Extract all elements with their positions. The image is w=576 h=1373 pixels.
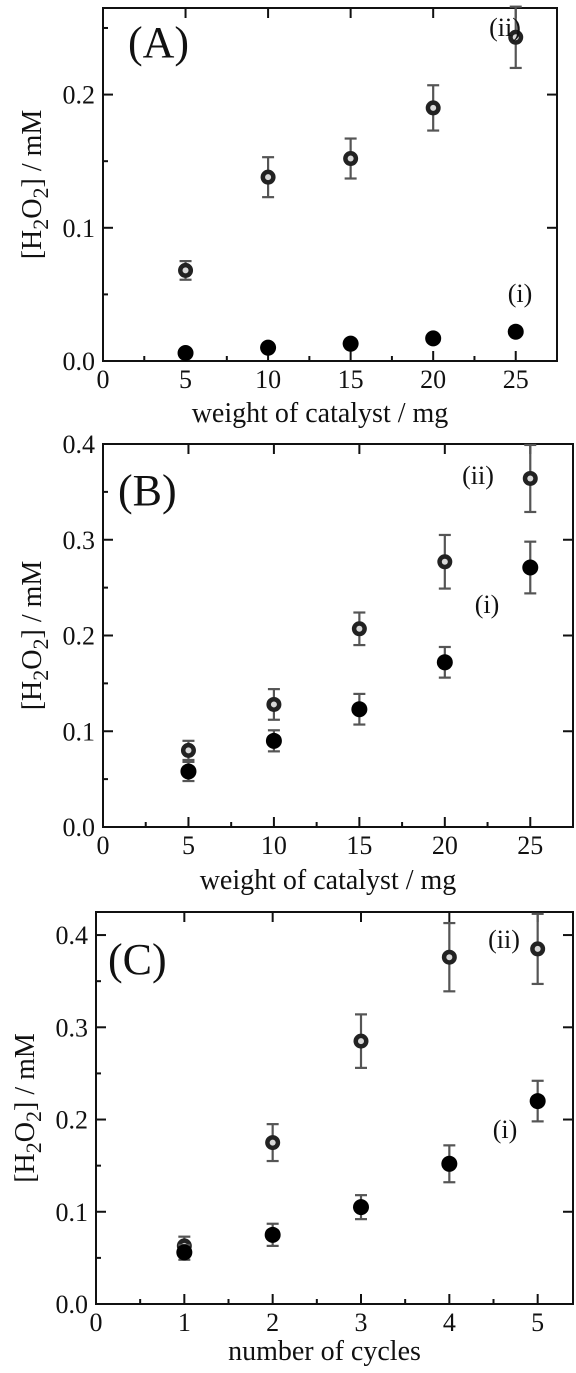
x-tick-label: 5 — [182, 831, 195, 860]
data-point-ii-center — [347, 155, 354, 162]
data-point-i — [441, 1155, 458, 1172]
panel-0: 0 5 10 15 20 25 0.0 0.1 0.2 weight of catalyst / … — [17, 5, 558, 429]
series-annotation: (ii) — [489, 13, 521, 42]
x-tick-label: 10 — [255, 365, 281, 394]
y-label-part: ] / mM — [17, 561, 48, 639]
y-label-part: O — [10, 1122, 41, 1142]
x-tick-label: 20 — [420, 365, 446, 394]
x-axis-label: weight of catalyst / mg — [200, 865, 457, 896]
data-point-ii-center — [182, 267, 189, 274]
x-tick-label: 2 — [266, 1308, 279, 1337]
data-point-ii-center — [185, 747, 192, 754]
x-tick-label: 25 — [517, 831, 543, 860]
y-tick-label: 0.0 — [56, 1290, 89, 1319]
x-tick-label: 0 — [97, 831, 110, 860]
y-axis-label: [H2O2] / mM — [10, 1033, 46, 1183]
data-point-i — [265, 732, 282, 749]
y-label-subscript: 2 — [28, 670, 53, 681]
series-annotation: (ii) — [488, 925, 520, 954]
x-tick-label: 5 — [179, 365, 192, 394]
plot-frame — [102, 7, 558, 362]
x-tick-label: 10 — [261, 831, 287, 860]
panel-label: (B) — [118, 466, 177, 515]
y-label-part: O — [17, 199, 48, 219]
data-point-i — [436, 654, 453, 671]
y-axis-label: [H2O2] / mM — [17, 110, 53, 260]
data-point-i — [260, 339, 277, 356]
data-point-ii-center — [270, 701, 277, 708]
y-label-subscript: 2 — [21, 1111, 46, 1122]
data-point-ii-center — [265, 174, 272, 181]
data-point-ii-center — [430, 104, 437, 111]
y-label-part: ] / mM — [10, 1033, 41, 1111]
panel-label: (C) — [108, 935, 167, 984]
data-point-i — [176, 1244, 193, 1261]
y-tick-label: 0.2 — [56, 1106, 89, 1135]
y-label-part: [H — [17, 681, 48, 711]
y-tick-label: 0.3 — [56, 1013, 89, 1042]
y-tick-label: 0.4 — [63, 430, 96, 459]
y-label-subscript: 2 — [21, 1142, 46, 1153]
y-label-part: O — [17, 650, 48, 670]
y-axis-label: [H2O2] / mM — [17, 561, 53, 711]
data-point-ii-center — [534, 945, 541, 952]
data-point-ii-center — [358, 1038, 364, 1045]
series-annotation: (i) — [493, 1115, 518, 1144]
data-point-ii-center — [512, 34, 519, 41]
data-point-i — [353, 1199, 369, 1216]
panel-1: 0 5 10 15 20 25 0.0 0.1 0.2 0.3 0.4 weight of catal… — [17, 430, 574, 896]
panel-label: (A) — [128, 18, 189, 67]
x-tick-label: 5 — [531, 1308, 544, 1337]
x-tick-label: 15 — [338, 365, 364, 394]
x-tick-label: 1 — [178, 1308, 191, 1337]
y-tick-label: 0.4 — [56, 921, 89, 950]
y-label-subscript: 2 — [28, 188, 53, 199]
series-annotation: (ii) — [462, 461, 494, 490]
data-point-ii-center — [527, 475, 534, 482]
series-annotation: (i) — [475, 590, 500, 619]
y-label-subscript: 2 — [28, 639, 53, 650]
x-tick-label: 4 — [443, 1308, 456, 1337]
data-point-ii-center — [441, 558, 448, 565]
data-point-i — [529, 1093, 546, 1110]
data-point-ii-center — [446, 954, 453, 961]
x-tick-label: 20 — [432, 831, 458, 860]
x-tick-label: 25 — [503, 365, 529, 394]
y-label-subscript: 2 — [28, 219, 53, 230]
data-point-i — [342, 335, 359, 352]
data-point-ii-center — [356, 625, 363, 632]
data-point-i — [177, 345, 194, 362]
data-point-i — [522, 559, 539, 576]
data-point-i — [425, 330, 442, 347]
data-point-i — [351, 701, 368, 718]
plot-frame — [95, 911, 574, 1305]
y-tick-label: 0.0 — [63, 347, 96, 376]
y-tick-label: 0.2 — [63, 622, 96, 651]
x-tick-label: 0 — [97, 365, 110, 394]
data-point-i — [507, 323, 524, 340]
x-axis-label: number of cycles — [228, 1336, 421, 1367]
y-tick-label: 0.1 — [63, 214, 96, 243]
y-tick-label: 0.2 — [63, 81, 96, 110]
series-annotation: (i) — [508, 279, 533, 308]
y-label-part: ] / mM — [17, 110, 48, 188]
x-tick-label: 3 — [355, 1308, 368, 1337]
x-tick-label: 15 — [346, 831, 372, 860]
x-axis-label: weight of catalyst / mg — [192, 398, 449, 429]
data-point-i — [264, 1226, 281, 1243]
data-point-ii-center — [269, 1139, 276, 1146]
x-tick-label: 0 — [90, 1308, 103, 1337]
y-tick-label: 0.1 — [63, 717, 96, 746]
y-tick-label: 0.1 — [56, 1198, 89, 1227]
y-tick-label: 0.0 — [63, 813, 96, 842]
y-label-part: [H — [17, 230, 48, 260]
y-label-part: [H — [10, 1153, 41, 1183]
data-point-i — [180, 763, 197, 780]
y-tick-label: 0.3 — [63, 526, 96, 555]
